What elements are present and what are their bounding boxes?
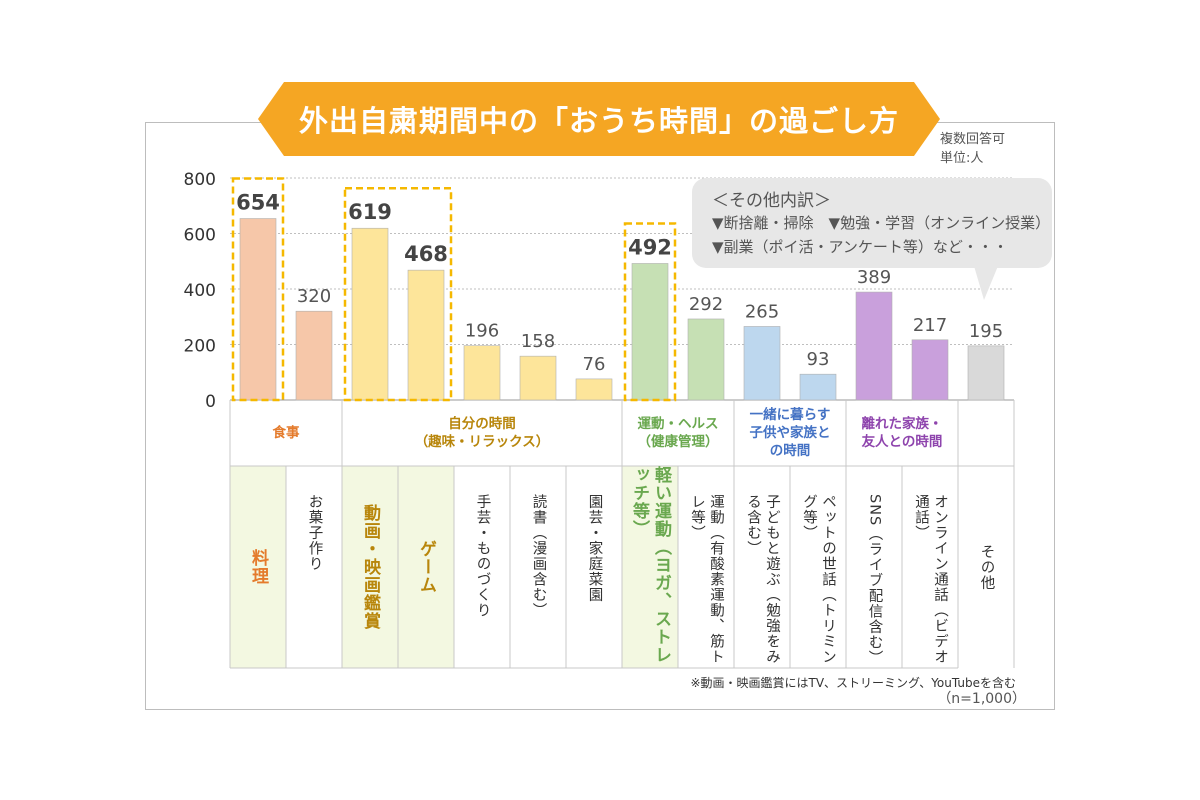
y-tick-label: 0 [205, 392, 216, 412]
bar [295, 310, 333, 401]
bar [799, 373, 837, 401]
title-banner [258, 82, 940, 156]
category-label-text: お菓子作り [306, 494, 323, 572]
category-label: 手芸・ものづくり [454, 466, 510, 668]
category-label-text: 園芸・家庭菜園 [586, 494, 603, 603]
unit-note: 単位:人 [940, 151, 984, 166]
category-label-text: 運動（有酸素運動、筋トレ等） [689, 494, 724, 665]
highlight-cell [230, 466, 286, 668]
bar [631, 263, 669, 401]
category-label-text: SNS（ライブ配信含む） [866, 494, 883, 666]
data-label: 292 [689, 294, 723, 315]
data-label: 158 [521, 331, 555, 352]
bar [239, 218, 277, 401]
category-label-text: ペットの世話（トリミング等） [801, 494, 836, 665]
data-label: 492 [628, 235, 672, 259]
category-label-text: ゲーム [416, 540, 436, 594]
group-header: 離れた家族・ 友人との時間 [861, 416, 943, 450]
category-label: お菓子作り [286, 466, 342, 668]
category-label: ゲーム [398, 466, 454, 668]
category-label-text: 手芸・ものづくり [474, 494, 491, 618]
category-label: 動画・映画鑑賞 [342, 466, 398, 668]
callout-line-2: ▼副業（ポイ活・アンケート等）など・・・ [712, 238, 1008, 256]
data-label: 195 [969, 321, 1003, 342]
other-breakdown-callout [692, 178, 1052, 300]
category-label: その他 [958, 466, 1014, 668]
category-label: 子どもと遊ぶ（勉強をみる含む） [734, 466, 790, 668]
category-label-text: 読書（漫画含む） [530, 494, 547, 618]
data-label: 217 [913, 315, 947, 336]
y-tick-label: 400 [184, 281, 216, 301]
data-label: 654 [236, 191, 280, 215]
bar [407, 269, 445, 401]
highlight-cell [342, 466, 398, 668]
y-tick-label: 600 [184, 226, 216, 246]
category-label: 軽い運動（ヨガ、ストレッチ等） [622, 466, 678, 668]
category-label-text: その他 [978, 543, 995, 591]
sample-size: （n=1,000） [937, 691, 1026, 707]
category-label: 園芸・家庭菜園 [566, 466, 622, 668]
category-label: SNS（ライブ配信含む） [846, 466, 902, 668]
bar [687, 318, 725, 401]
data-label: 320 [297, 286, 331, 307]
data-label: 468 [404, 242, 448, 266]
category-label: オンライン通話（ビデオ通話） [902, 466, 958, 668]
highlight-box [343, 186, 453, 402]
group-header: 一緒に暮らす 子供や家族と の時間 [749, 407, 831, 459]
highlight-box [231, 177, 285, 402]
callout-title: ＜その他内訳＞ [712, 191, 831, 211]
bar [463, 345, 501, 401]
group-header: 食事 [272, 425, 300, 441]
data-label: 265 [745, 301, 779, 322]
highlight-cell [622, 466, 678, 668]
callout-line-1: ▼断捨離・掃除 ▼勉強・学習（オンライン授業） [712, 214, 1051, 232]
bar [967, 345, 1005, 401]
data-label: 93 [807, 349, 830, 370]
data-label: 196 [465, 321, 499, 342]
chart-title: 外出自粛期間中の「おうち時間」の過ごし方 [298, 104, 899, 138]
footnote: ※動画・映画鑑賞にはTV、ストリーミング、YouTubeを含む [690, 676, 1016, 690]
bar [743, 326, 781, 401]
y-tick-label: 800 [184, 170, 216, 190]
data-label: 389 [857, 267, 891, 288]
data-label: 76 [583, 354, 606, 375]
category-label: ペットの世話（トリミング等） [790, 466, 846, 668]
category-label-text: オンライン通話（ビデオ通話） [913, 494, 948, 665]
multiple-answer-note: 複数回答可 [940, 132, 1006, 147]
highlight-box [623, 222, 677, 402]
category-label: 料理 [230, 466, 286, 668]
y-tick-label: 200 [184, 337, 216, 357]
category-label-text: 子どもと遊ぶ（勉強をみる含む） [745, 494, 780, 665]
highlight-cell [398, 466, 454, 668]
group-header: 自分の時間 （趣味・リラックス） [414, 416, 550, 450]
group-header: 運動・ヘルス （健康管理） [637, 416, 719, 450]
bar [855, 291, 893, 401]
category-label: 運動（有酸素運動、筋トレ等） [678, 466, 734, 668]
bar [519, 355, 557, 401]
category-label-text: 料理 [248, 549, 268, 585]
category-label-text: 動画・映画鑑賞 [360, 504, 380, 630]
category-label-text: 軽い運動（ヨガ、ストレッチ等） [629, 466, 671, 664]
category-label: 読書（漫画含む） [510, 466, 566, 668]
bar [351, 227, 389, 401]
bar [911, 339, 949, 401]
data-label: 619 [348, 200, 392, 224]
bar [575, 378, 613, 401]
